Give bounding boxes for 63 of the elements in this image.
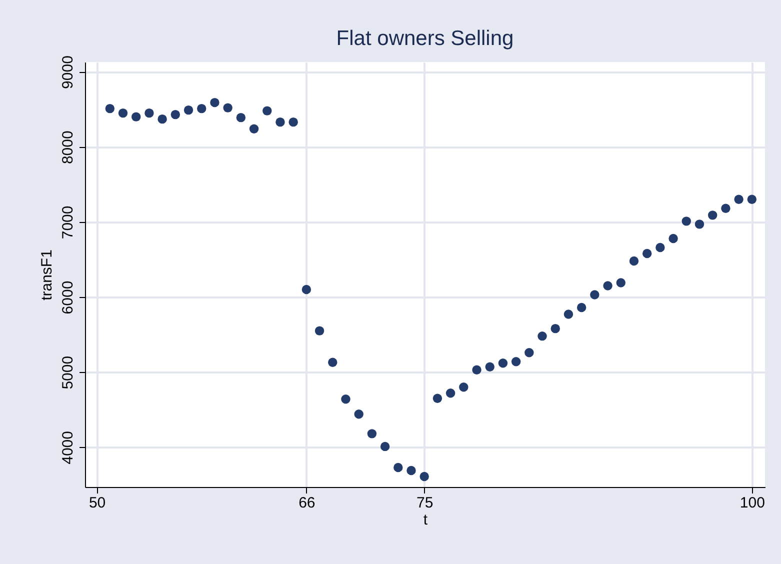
point bbox=[262, 106, 272, 116]
point bbox=[367, 429, 377, 438]
point bbox=[485, 362, 494, 372]
chart-title: Flat owners Selling bbox=[336, 27, 514, 50]
point bbox=[197, 104, 206, 114]
x-tick-label: 66 bbox=[298, 494, 316, 512]
point bbox=[288, 117, 298, 127]
point bbox=[747, 194, 757, 204]
point bbox=[354, 410, 364, 419]
x-tick-label: 75 bbox=[416, 494, 434, 512]
point bbox=[708, 210, 718, 220]
point bbox=[406, 466, 416, 476]
point bbox=[223, 103, 232, 112]
point bbox=[524, 348, 534, 358]
point bbox=[249, 124, 259, 134]
point bbox=[380, 442, 390, 452]
y-tick-label: 8000 bbox=[60, 130, 76, 164]
point bbox=[446, 388, 456, 398]
point bbox=[314, 326, 324, 336]
point bbox=[734, 194, 744, 204]
y-tick-label: 9000 bbox=[60, 56, 76, 89]
x-tick-label: 50 bbox=[88, 494, 106, 512]
point bbox=[158, 114, 167, 124]
point bbox=[184, 105, 194, 115]
y-tick-label: 5000 bbox=[60, 356, 76, 390]
point bbox=[538, 331, 547, 341]
point bbox=[656, 242, 665, 252]
point bbox=[144, 108, 154, 118]
point bbox=[564, 310, 574, 319]
point bbox=[170, 110, 180, 120]
point bbox=[118, 108, 128, 118]
point bbox=[432, 394, 442, 403]
point bbox=[603, 281, 612, 290]
x-axis-title: t bbox=[423, 512, 428, 528]
point bbox=[105, 104, 115, 114]
point bbox=[576, 302, 586, 312]
point bbox=[420, 472, 429, 482]
point bbox=[590, 290, 600, 300]
point bbox=[642, 248, 652, 258]
point bbox=[629, 256, 639, 266]
point bbox=[498, 358, 508, 368]
point bbox=[721, 204, 730, 214]
point bbox=[276, 117, 285, 127]
point bbox=[236, 112, 246, 122]
point bbox=[210, 98, 220, 108]
y-axis-title: transF1 bbox=[38, 250, 56, 300]
x-tick-label: 100 bbox=[740, 494, 765, 512]
y-tick-label: 6000 bbox=[60, 280, 76, 314]
point bbox=[328, 358, 338, 367]
point bbox=[459, 382, 468, 392]
point bbox=[511, 357, 521, 366]
y-tick-label: 4000 bbox=[60, 431, 76, 464]
point bbox=[302, 284, 312, 294]
y-tick-label: 7000 bbox=[60, 206, 76, 240]
point bbox=[682, 216, 691, 226]
point bbox=[131, 112, 141, 122]
point bbox=[616, 278, 626, 288]
point bbox=[341, 394, 350, 404]
point bbox=[694, 220, 704, 229]
point bbox=[394, 462, 403, 472]
point bbox=[668, 234, 678, 244]
point bbox=[472, 365, 482, 374]
point bbox=[550, 324, 560, 334]
